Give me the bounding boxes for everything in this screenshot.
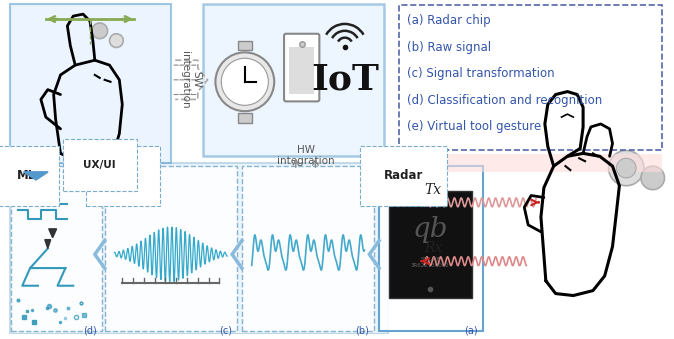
Circle shape [617,158,636,178]
Circle shape [641,166,665,190]
Text: (e): (e) [13,158,27,168]
FancyBboxPatch shape [399,154,662,172]
FancyBboxPatch shape [238,113,251,123]
Circle shape [221,58,268,105]
Circle shape [92,23,108,39]
FancyBboxPatch shape [11,166,102,331]
Text: (e) Virtual tool gesture: (e) Virtual tool gesture [406,120,541,133]
Polygon shape [49,229,57,238]
Text: IoT: IoT [311,63,379,97]
FancyBboxPatch shape [242,166,374,331]
FancyBboxPatch shape [9,4,171,163]
Text: HW
integration: HW integration [277,144,334,166]
Text: (c) Signal transformation: (c) Signal transformation [406,67,554,80]
Text: ML: ML [16,170,36,182]
Text: (b) Raw signal: (b) Raw signal [406,41,491,54]
Polygon shape [44,240,51,248]
Text: SW
integration: SW integration [180,51,202,108]
Polygon shape [24,172,48,180]
FancyBboxPatch shape [203,4,384,156]
FancyBboxPatch shape [238,41,251,51]
Text: (b): (b) [355,326,369,336]
Text: UX/UI: UX/UI [84,160,116,170]
Polygon shape [175,60,208,99]
Text: (a): (a) [464,326,478,336]
FancyBboxPatch shape [104,166,237,331]
Text: (d) Classification and recognition: (d) Classification and recognition [406,94,602,107]
FancyBboxPatch shape [284,34,319,101]
Circle shape [216,52,274,111]
Text: SGL-CB
3R622130002: SGL-CB 3R622130002 [410,257,450,267]
FancyBboxPatch shape [389,191,472,298]
Polygon shape [63,172,87,180]
FancyBboxPatch shape [289,47,315,94]
Text: Tx: Tx [424,183,441,197]
Text: Radar: Radar [384,170,423,182]
Text: (d): (d) [83,326,97,336]
FancyBboxPatch shape [379,166,483,331]
Text: Rx: Rx [424,241,443,256]
Text: (c): (c) [219,326,232,336]
FancyBboxPatch shape [399,5,662,151]
FancyBboxPatch shape [9,163,388,334]
Circle shape [110,34,123,47]
Text: qb: qb [412,216,448,243]
Circle shape [609,151,644,186]
Text: (a) Radar chip: (a) Radar chip [406,15,490,27]
Text: DSP: DSP [110,170,136,182]
